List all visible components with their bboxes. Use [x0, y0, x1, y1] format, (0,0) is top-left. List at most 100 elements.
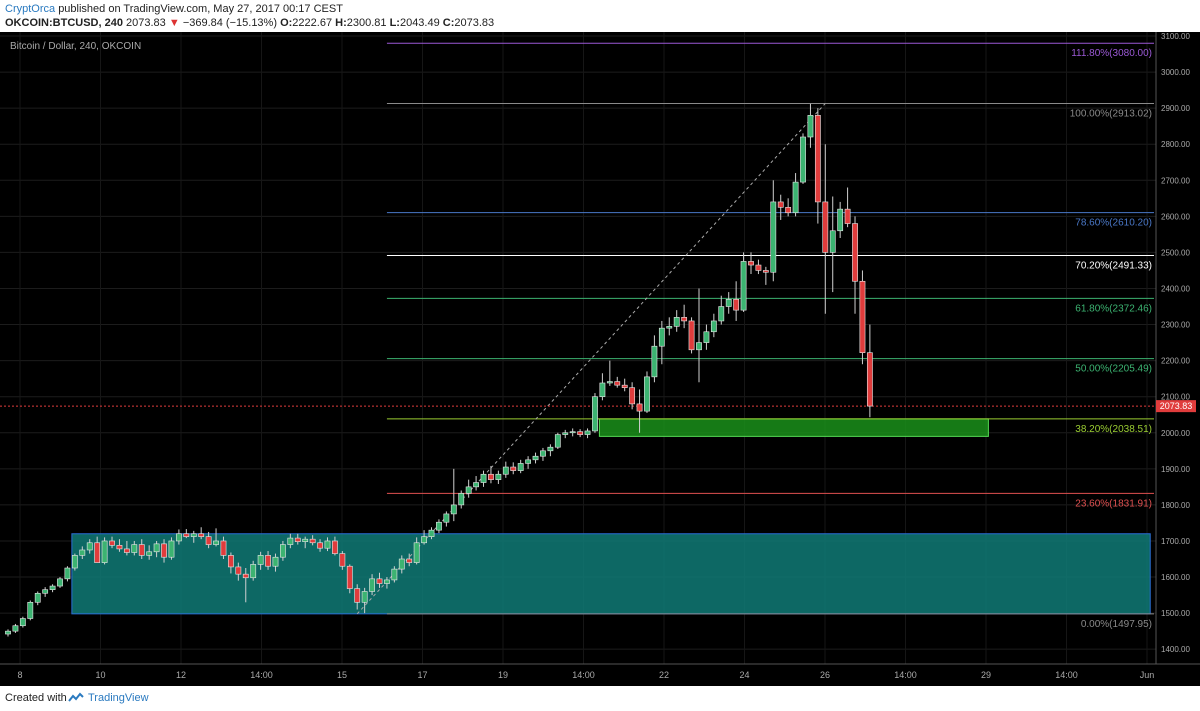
fib-label: 100.00%(2913.02) — [1070, 108, 1152, 119]
candle-up — [718, 306, 725, 322]
candle-up — [599, 382, 606, 397]
candle-up — [168, 540, 175, 558]
x-tick-label: 14:00 — [250, 670, 273, 680]
candle-up — [651, 345, 658, 378]
publisher-link[interactable]: CryptOrca — [5, 3, 56, 15]
candle-down — [755, 264, 762, 271]
low-value: 2043.49 — [399, 17, 440, 29]
candle-up — [502, 466, 509, 475]
y-tick-label: 3000.00 — [1161, 68, 1190, 77]
fib-label: 38.20%(2038.51) — [1075, 424, 1152, 435]
time-axis-labels: 8 10 12 14:00 15 17 19 14:00 22 24 26 14:00 29 14:00 J… — [17, 670, 1154, 680]
candle-down — [309, 538, 316, 544]
candle-down — [161, 543, 167, 558]
candle-up — [213, 540, 219, 545]
candle-up — [384, 579, 390, 584]
close-value: 2073.83 — [454, 17, 495, 29]
candle-up — [592, 396, 598, 432]
candle-down — [852, 223, 858, 282]
y-tick-label: 1900.00 — [1161, 465, 1190, 474]
created-with-label: Created with — [5, 692, 67, 704]
publish-line: CryptOrca published on TradingView.com, … — [5, 3, 343, 15]
candle-up — [27, 601, 34, 619]
candle-down — [488, 473, 494, 480]
price-axis[interactable] — [1156, 32, 1200, 664]
candle-up — [800, 136, 806, 183]
candle-up — [391, 568, 398, 581]
fib-levels: 111.80%(3080.00) 100.00%(2913.02) 78.60%(2… — [386, 42, 1154, 630]
candle-down — [354, 588, 361, 603]
candle-up — [547, 446, 554, 452]
candle-down — [265, 555, 271, 567]
candle-down — [733, 299, 740, 311]
price-chart[interactable]: 111.80%(3080.00) 100.00%(2913.02) 78.60%(2… — [0, 32, 1200, 686]
candle-down — [332, 540, 338, 554]
candle-down — [123, 548, 130, 553]
x-tick-label: 24 — [739, 670, 749, 680]
y-tick-label: 1700.00 — [1161, 537, 1190, 546]
candle-up — [153, 543, 160, 553]
last-price: 2073.83 — [126, 17, 166, 29]
x-tick-label: 14:00 — [894, 670, 917, 680]
candle-up — [272, 556, 279, 567]
y-tick-label: 2300.00 — [1161, 321, 1190, 330]
x-tick-label: 14:00 — [572, 670, 595, 680]
y-tick-label: 2400.00 — [1161, 284, 1190, 293]
candle-up — [807, 115, 814, 138]
candle-up — [473, 482, 479, 488]
candle-down — [822, 201, 829, 253]
fib-trendline[interactable] — [356, 103, 826, 615]
candle-up — [696, 342, 702, 351]
ohlc-line: OKCOIN:BTCUSD, 240 2073.83 ▼ −369.84 (−1… — [5, 17, 494, 29]
candle-up — [569, 431, 576, 434]
fib-label: 0.00%(1497.95) — [1081, 619, 1152, 630]
support-zone-fib — [598, 418, 989, 437]
x-tick-label: 12 — [176, 670, 186, 680]
publish-info: published on TradingView.com, May 27, 20… — [58, 3, 343, 15]
candle-down — [814, 115, 821, 203]
fib-label: 23.60%(1831.91) — [1075, 498, 1152, 509]
fib-label: 50.00%(2205.49) — [1075, 364, 1152, 375]
candle-down — [777, 201, 784, 208]
candle-down — [339, 553, 346, 567]
candle-up — [829, 230, 836, 253]
candle-up — [540, 450, 546, 457]
down-arrow-icon: ▼ — [168, 17, 180, 29]
candle-up — [532, 455, 539, 461]
y-tick-label: 2600.00 — [1161, 212, 1190, 221]
x-tick-label: Jun — [1140, 670, 1155, 680]
candle-up — [740, 261, 747, 311]
price-axis-labels: 1400.00 1500.00 1600.00 1700.00 1800.00 1900.… — [1161, 32, 1190, 654]
candle-up — [34, 592, 41, 603]
fib-label: 61.80%(2372.46) — [1075, 303, 1152, 314]
candle-up — [19, 618, 26, 627]
y-tick-label: 1400.00 — [1161, 645, 1190, 654]
x-tick-label: 10 — [95, 670, 105, 680]
open-value: 2222.67 — [292, 17, 333, 29]
candle-up — [398, 558, 405, 570]
tradingview-link[interactable]: TradingView — [88, 692, 149, 704]
high-value: 2300.81 — [346, 17, 387, 29]
candle-down — [859, 280, 866, 353]
candle-down — [235, 566, 242, 575]
y-tick-label: 3100.00 — [1161, 32, 1190, 41]
candle-up — [480, 473, 487, 483]
candle-down — [681, 317, 688, 322]
candle-up — [86, 542, 93, 551]
candle-down — [762, 270, 769, 273]
x-tick-label: 19 — [498, 670, 508, 680]
x-tick-label: 17 — [417, 670, 427, 680]
candle-up — [554, 434, 561, 448]
candle-up — [458, 493, 465, 506]
close-label: C: — [442, 17, 455, 29]
fib-label: 70.20%(2491.33) — [1075, 261, 1152, 272]
chart-header: CryptOrca published on TradingView.com, … — [0, 0, 1200, 32]
candle-up — [673, 317, 680, 327]
candle-up — [324, 540, 331, 549]
candle-down — [109, 540, 115, 546]
candle-down — [406, 558, 413, 563]
y-tick-label: 2000.00 — [1161, 429, 1190, 438]
candle-up — [644, 376, 650, 412]
last-price-badge: 2073.83 — [1156, 400, 1196, 413]
chart-footer: Created with TradingView — [0, 686, 1200, 711]
